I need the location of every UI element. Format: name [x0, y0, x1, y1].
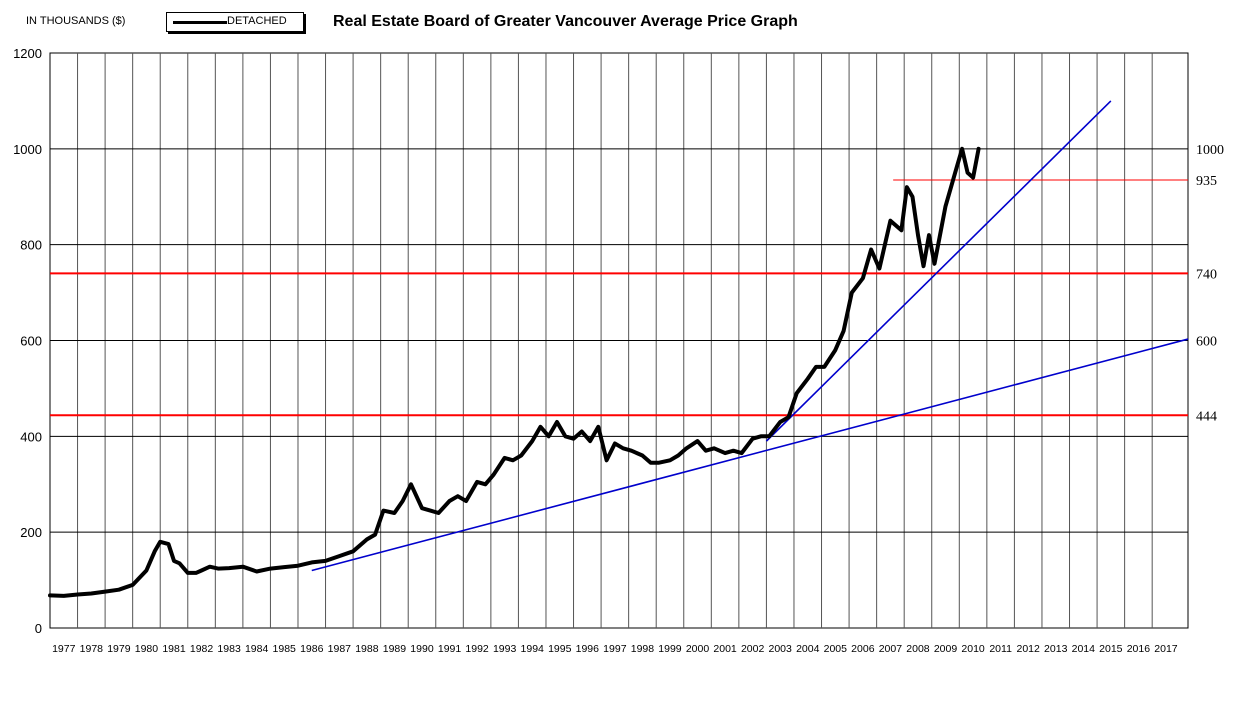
x-tick-label: 2007 [879, 643, 903, 655]
y-tick-label: 800 [20, 238, 42, 253]
x-tick-label: 1988 [355, 643, 379, 655]
x-tick-label: 2006 [851, 643, 875, 655]
x-tick-label: 1985 [273, 643, 297, 655]
right-value-label: 444 [1196, 409, 1217, 424]
x-tick-label: 1979 [107, 643, 131, 655]
x-tick-label: 1992 [465, 643, 489, 655]
x-tick-label: 1981 [162, 643, 186, 655]
x-tick-label: 1984 [245, 643, 269, 655]
x-tick-label: 2017 [1154, 643, 1178, 655]
x-tick-label: 2016 [1127, 643, 1151, 655]
right-value-label: 935 [1196, 174, 1217, 189]
legend: DETACHED [166, 12, 304, 32]
units-label: IN THOUSANDS ($) [26, 15, 126, 27]
trend-line [311, 338, 1189, 572]
x-tick-label: 2000 [686, 643, 710, 655]
x-tick-label: 1998 [631, 643, 655, 655]
x-tick-label: 1995 [548, 643, 572, 655]
legend-line-swatch [173, 21, 227, 24]
x-tick-label: 1977 [52, 643, 76, 655]
x-tick-label: 1994 [521, 643, 545, 655]
y-tick-label: 200 [20, 525, 42, 540]
right-value-label: 600 [1196, 335, 1217, 350]
x-tick-label: 1991 [438, 643, 462, 655]
x-tick-label: 2014 [1072, 643, 1096, 655]
x-tick-label: 1997 [603, 643, 627, 655]
x-tick-label: 2005 [824, 643, 848, 655]
x-tick-label: 2009 [934, 643, 958, 655]
x-tick-label: 1978 [80, 643, 104, 655]
x-tick-label: 2002 [741, 643, 765, 655]
x-tick-label: 2015 [1099, 643, 1123, 655]
chart-title: Real Estate Board of Greater Vancouver A… [333, 13, 798, 30]
y-tick-label: 0 [35, 621, 42, 636]
x-tick-label: 1987 [328, 643, 352, 655]
trend-line [765, 100, 1112, 442]
x-tick-label: 1982 [190, 643, 214, 655]
x-tick-label: 2011 [989, 643, 1012, 655]
x-tick-label: 2010 [961, 643, 985, 655]
x-tick-label: 1989 [383, 643, 407, 655]
x-tick-label: 1993 [493, 643, 517, 655]
x-tick-label: 2012 [1017, 643, 1041, 655]
series-line-detached [48, 146, 981, 598]
x-tick-label: 2008 [906, 643, 930, 655]
right-value-label: 740 [1196, 267, 1217, 282]
y-tick-label: 1200 [13, 46, 42, 61]
x-tick-label: 2003 [769, 643, 793, 655]
x-tick-label: 2001 [713, 643, 737, 655]
y-tick-label: 1000 [13, 142, 42, 157]
x-tick-label: 1983 [217, 643, 241, 655]
y-tick-label: 600 [20, 334, 42, 349]
x-tick-label: 1999 [658, 643, 682, 655]
legend-label: DETACHED [227, 15, 287, 27]
x-tick-label: 1996 [576, 643, 600, 655]
x-tick-label: 1980 [135, 643, 159, 655]
right-value-label: 1000 [1196, 143, 1224, 158]
x-tick-label: 2013 [1044, 643, 1068, 655]
x-tick-label: 1990 [410, 643, 434, 655]
x-tick-label: 2004 [796, 643, 820, 655]
x-tick-label: 1986 [300, 643, 324, 655]
y-tick-label: 400 [20, 429, 42, 444]
